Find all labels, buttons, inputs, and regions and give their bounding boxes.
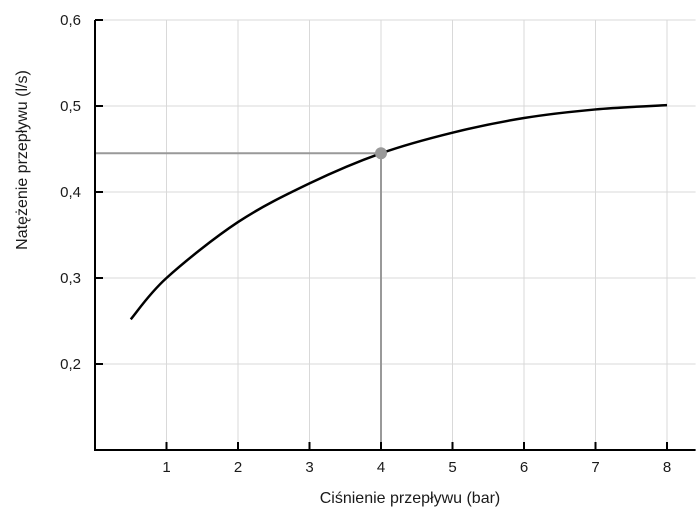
series-line <box>129 103 668 321</box>
grid-lines <box>95 19 696 450</box>
x-tick-label: 5 <box>448 459 456 476</box>
y-axis-ticks: 0,2 0,3 0,4 0,5 0,6 <box>60 12 103 373</box>
x-tick-label: 3 <box>305 459 313 476</box>
y-axis-label: Natężenie przepływu (l/s) <box>14 70 31 250</box>
x-tick-label: 4 <box>377 459 385 476</box>
x-tick-label: 6 <box>520 459 528 476</box>
x-tick-label: 8 <box>663 459 671 476</box>
x-tick-label: 7 <box>591 459 599 476</box>
x-tick-label: 1 <box>162 459 170 476</box>
y-tick-label: 0,5 <box>60 98 81 115</box>
highlight-point <box>375 147 387 160</box>
x-axis-label: Ciśnienie przepływu (bar) <box>320 490 501 507</box>
y-tick-label: 0,4 <box>60 184 81 201</box>
y-tick-label: 0,3 <box>60 270 81 287</box>
axes <box>94 20 696 451</box>
y-tick-label: 0,2 <box>60 356 81 373</box>
y-tick-label: 0,6 <box>60 12 81 29</box>
x-axis-ticks: 1 2 3 4 5 6 7 8 <box>162 442 671 476</box>
highlight-guide-lines <box>95 152 382 450</box>
x-tick-label: 2 <box>234 459 242 476</box>
